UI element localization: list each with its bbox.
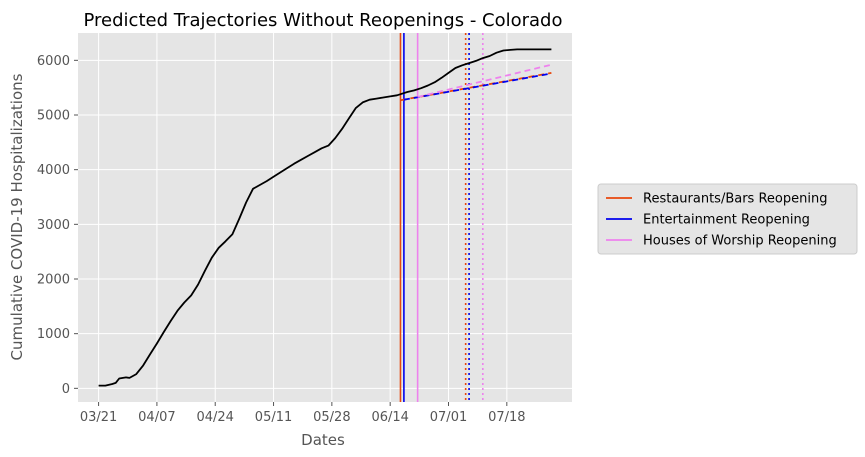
legend-label: Entertainment Reopening [643,213,810,228]
plot-area: 03/21 04/07 04/24 05/11 05/28 06/14 07/01 07/18… [37,33,572,425]
y-tick-label: 0 [62,382,70,397]
x-axis-label: Dates [301,431,345,449]
y-tick-label: 5000 [37,109,70,124]
y-tick-label: 6000 [37,54,70,69]
y-tick-label: 3000 [37,218,70,233]
observed-hospitalizations-line [98,48,552,387]
x-tick-label: 07/01 [430,410,467,425]
legend: Restaurants/Bars Reopening Entertainment … [597,183,858,255]
x-tick-label: 06/14 [371,410,408,425]
legend-box [597,183,858,255]
x-tick-label: 04/07 [138,410,175,425]
x-tick-label: 03/21 [80,410,117,425]
legend-label: Restaurants/Bars Reopening [643,192,827,207]
y-tick-label: 4000 [37,163,70,178]
y-tick-label: 1000 [37,327,70,342]
prediction-line [417,63,552,98]
y-axis-label: Cumulative COVID-19 Hospitalizations [8,73,26,360]
x-tick-label: 07/18 [488,410,525,425]
y-tick-label: 2000 [37,273,70,288]
legend-label: Houses of Worship Reopening [643,234,837,249]
plot-background [78,33,572,402]
chart-title: Predicted Trajectories Without Reopening… [84,10,563,31]
prediction-line [403,72,552,101]
x-tick-label: 04/24 [196,410,233,425]
x-tick-label: 05/11 [255,410,292,425]
x-tick-label: 05/28 [313,410,350,425]
